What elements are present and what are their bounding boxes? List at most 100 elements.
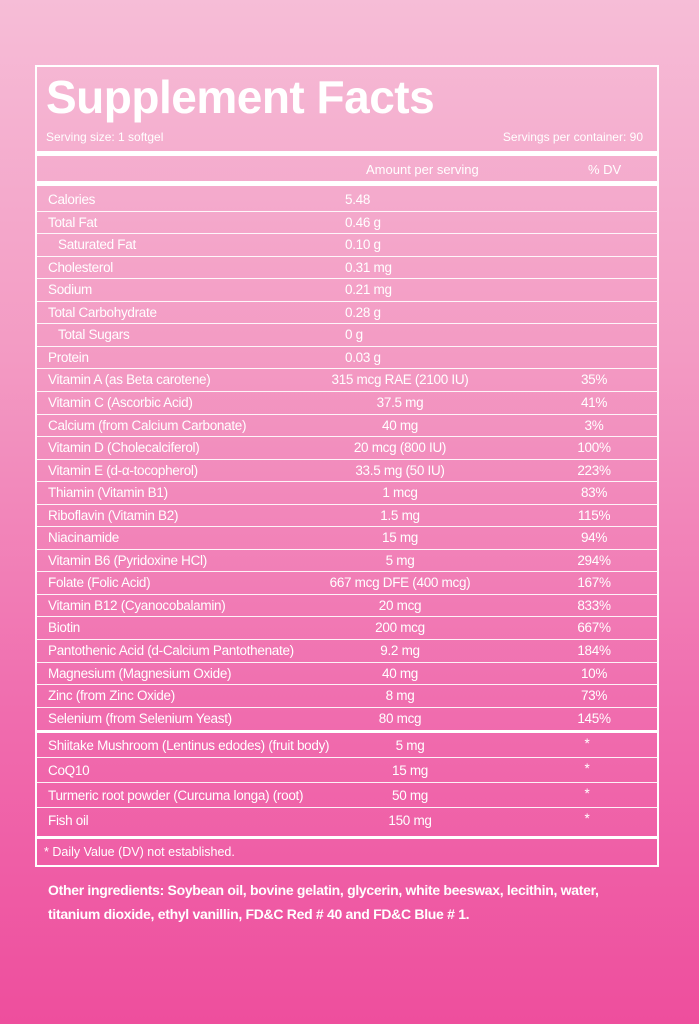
nutrient-amount: 0 g xyxy=(345,327,363,343)
vitamin-name: Calcium (from Calcium Carbonate) xyxy=(48,417,247,433)
vitamin-dv: 3% xyxy=(584,417,604,433)
divider xyxy=(37,730,657,733)
vitamin-dv: 83% xyxy=(580,485,608,501)
nutrient-amount: 5.48 xyxy=(345,192,371,207)
dv-header: % DV xyxy=(588,162,622,177)
vitamin-name: Folate (Folic Acid) xyxy=(48,575,151,591)
other-name: Turmeric root powder (Curcuma longa) (ro… xyxy=(48,788,304,803)
vitamin-name: Vitamin E (d-α-tocopherol) xyxy=(48,462,198,478)
vitamin-dv: 667% xyxy=(577,620,611,636)
vitamin-name: Vitamin A (as Beta carotene) xyxy=(48,372,211,388)
row-divider xyxy=(37,593,657,595)
vitamin-name: Vitamin B6 (Pyridoxine HCl) xyxy=(48,552,207,568)
vitamin-name: Riboflavin (Vitamin B2) xyxy=(48,507,179,523)
nutrient-amount: 0.03 g xyxy=(345,349,381,365)
vitamin-amount: 1.5 mg xyxy=(380,507,420,523)
row-divider xyxy=(37,255,657,257)
nutrient-amount: 0.28 g xyxy=(345,304,381,320)
vitamin-amount: 33.5 mg (50 IU) xyxy=(355,462,445,478)
other-amount: 5 mg xyxy=(395,738,425,753)
row-divider xyxy=(37,548,657,550)
other-dv: * xyxy=(584,761,590,776)
nutrient-amount: 0.46 g xyxy=(345,214,381,230)
other-dv: * xyxy=(584,786,590,801)
vitamin-amount: 80 mcg xyxy=(378,710,422,726)
other-ingredients: Other ingredients: Soybean oil, bovine g… xyxy=(48,882,599,922)
nutrient-name: Total Fat xyxy=(48,214,98,230)
nutrient-name: Sodium xyxy=(48,282,92,298)
row-divider xyxy=(37,571,657,573)
nutrient-amount: 0.10 g xyxy=(345,237,381,253)
vitamin-amount: 667 mcg DFE (400 mcg) xyxy=(329,575,471,591)
row-divider xyxy=(37,616,657,618)
vitamin-amount: 15 mg xyxy=(381,530,419,546)
nutrient-name: Total Carbohydrate xyxy=(48,304,157,320)
vitamin-name: Zinc (from Zinc Oxide) xyxy=(48,688,175,704)
title: Supplement Facts xyxy=(46,71,435,123)
vitamin-name: Vitamin C (Ascorbic Acid) xyxy=(48,394,193,410)
row-divider xyxy=(37,436,657,438)
amount-header: Amount per serving xyxy=(366,162,479,177)
vitamin-name: Vitamin B12 (Cyanocobalamin) xyxy=(48,597,226,613)
vitamin-name: Biotin xyxy=(48,620,80,636)
row-divider xyxy=(37,503,657,505)
servings-per-container: Servings per container: 90 xyxy=(502,130,643,144)
vitamin-dv: 10% xyxy=(580,665,608,681)
row-divider xyxy=(37,639,657,640)
vitamin-dv: 94% xyxy=(580,530,608,546)
other-amount: 150 mg xyxy=(388,813,432,828)
vitamin-amount: 40 mg xyxy=(381,665,419,681)
nutrient-amount: 0.21 mg xyxy=(345,282,392,298)
other-dv: * xyxy=(584,736,590,751)
vitamin-dv: 100% xyxy=(577,440,611,456)
vitamin-amount: 5 mg xyxy=(385,552,415,568)
vitamin-dv: 184% xyxy=(577,643,611,658)
vitamin-dv: 223% xyxy=(577,462,611,478)
vitamin-dv: 115% xyxy=(577,507,611,523)
vitamin-amount: 20 mcg (800 IU) xyxy=(353,440,447,456)
other-dv: * xyxy=(584,811,590,826)
vitamin-name: Selenium (from Selenium Yeast) xyxy=(48,710,232,726)
vitamin-dv: 73% xyxy=(580,688,608,704)
vitamin-amount: 315 mcg RAE (2100 IU) xyxy=(331,372,469,388)
serving-size: Serving size: 1 softgel xyxy=(46,130,164,144)
vitamin-name: Pantothenic Acid (d-Calcium Pantothenate… xyxy=(48,643,294,658)
vitamin-dv: 145% xyxy=(577,710,611,726)
nutrient-amount: 0.31 mg xyxy=(345,259,392,275)
divider xyxy=(37,181,657,186)
row-divider xyxy=(37,323,657,325)
row-divider xyxy=(37,413,657,415)
row-divider xyxy=(37,481,657,483)
vitamin-amount: 37.5 mg xyxy=(376,394,424,410)
nutrient-name: Cholesterol xyxy=(48,259,113,275)
vitamin-name: Magnesium (Magnesium Oxide) xyxy=(48,665,232,681)
vitamin-dv: 294% xyxy=(577,552,611,568)
other-name: Shiitake Mushroom (Lentinus edodes) (fru… xyxy=(48,738,330,753)
divider xyxy=(37,836,657,839)
vitamin-name: Niacinamide xyxy=(48,530,119,546)
nutrient-name: Saturated Fat xyxy=(58,237,136,253)
row-divider xyxy=(37,684,657,686)
vitamin-amount: 9.2 mg xyxy=(380,643,420,658)
row-divider xyxy=(37,706,657,708)
vitamin-dv: 167% xyxy=(577,575,611,591)
footnote: * Daily Value (DV) not established. xyxy=(44,845,235,859)
row-divider xyxy=(37,278,657,280)
vitamin-dv: 833% xyxy=(577,597,611,613)
vitamin-amount: 40 mg xyxy=(381,417,419,433)
row-divider xyxy=(37,458,657,460)
vitamin-name: Vitamin D (Cholecalciferol) xyxy=(48,440,200,456)
other-name: CoQ10 xyxy=(48,763,90,778)
divider xyxy=(37,151,657,156)
other-amount: 50 mg xyxy=(391,788,429,803)
row-divider xyxy=(37,390,657,392)
facts-panel xyxy=(35,65,659,867)
row-divider xyxy=(37,233,657,235)
row-divider xyxy=(37,757,657,758)
vitamin-amount: 20 mcg xyxy=(378,597,422,613)
row-divider xyxy=(37,526,657,528)
row-divider xyxy=(37,300,657,302)
row-divider xyxy=(37,368,657,370)
vitamin-dv: 41% xyxy=(580,394,608,410)
